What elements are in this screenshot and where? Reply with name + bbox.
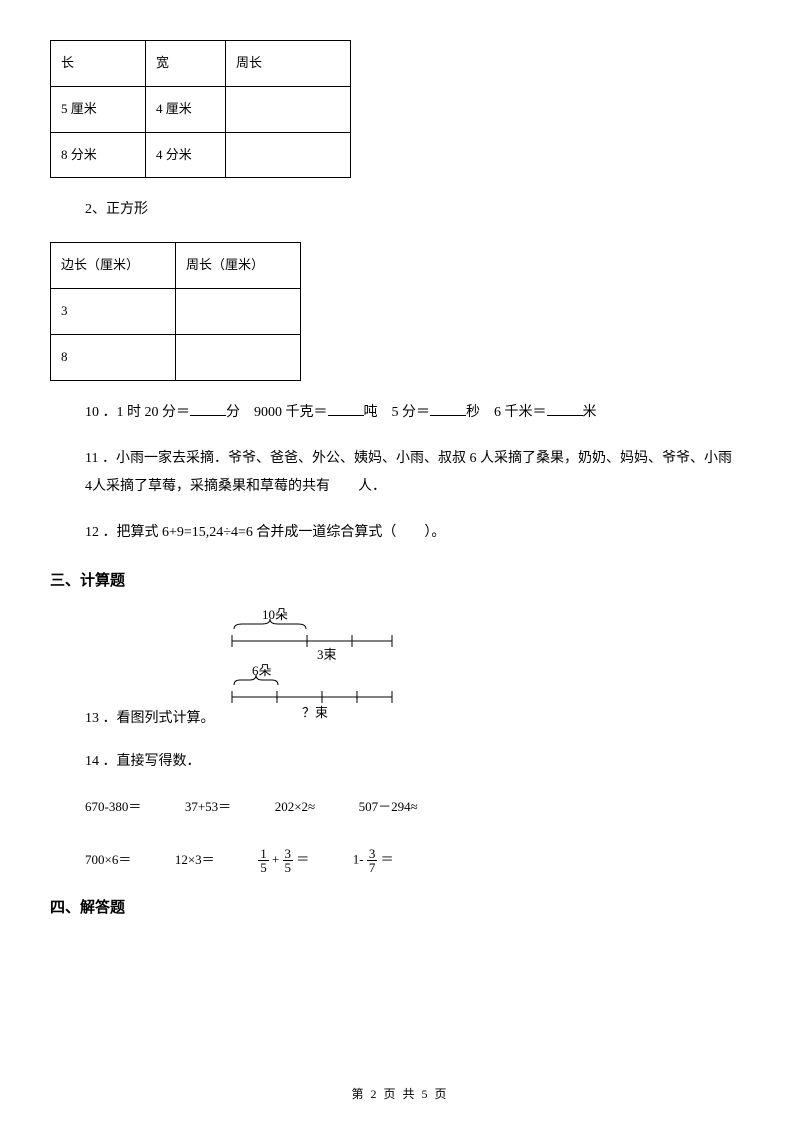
- cell: [226, 132, 351, 178]
- calc-item-fraction: 1 5 + 3 5 ＝: [258, 847, 309, 874]
- numerator: 3: [283, 847, 294, 861]
- table-row: 8 分米 4 分米: [51, 132, 351, 178]
- q10-text: 10 ．1 时 20 分＝: [85, 405, 190, 420]
- q11: 11 ．小雨一家去采摘．爷爷、爸爸、外公、姨妈、小雨、叔叔 6 人采摘了桑果，奶…: [85, 445, 740, 501]
- calc-item: 670-380＝: [85, 797, 141, 818]
- cell: [176, 289, 301, 335]
- section-4-title: 四、解答题: [50, 896, 750, 920]
- q13-label: 13 ．看图列式计算。: [85, 711, 215, 726]
- calc-item: 37+53＝: [185, 797, 231, 818]
- table-row: 8: [51, 334, 301, 380]
- cell: 4 厘米: [146, 86, 226, 132]
- calc-item-fraction: 1- 3 7 ＝: [353, 847, 394, 874]
- denominator: 5: [258, 861, 269, 874]
- diagram-figure: 10朵 3束 6朵 ？束: [222, 607, 412, 730]
- cell: 5 厘米: [51, 86, 146, 132]
- eq: ＝: [296, 851, 309, 866]
- cell-header-width: 宽: [146, 41, 226, 87]
- calc-row-2: 700×6＝ 12×3＝ 1 5 + 3 5 ＝ 1- 3 7 ＝: [85, 847, 750, 874]
- rectangle-table: 长 宽 周长 5 厘米 4 厘米 8 分米 4 分米: [50, 40, 351, 178]
- cell-header-length: 长: [51, 41, 146, 87]
- denominator: 7: [367, 861, 378, 874]
- blank: [328, 402, 364, 416]
- blank: [547, 402, 583, 416]
- table-row: 5 厘米 4 厘米: [51, 86, 351, 132]
- numerator: 1: [258, 847, 269, 861]
- q10-text: 吨 5 分＝: [364, 405, 431, 420]
- section-3-title: 三、计算题: [50, 569, 750, 593]
- blank: [430, 402, 466, 416]
- cell: [176, 334, 301, 380]
- q12: 12 ．把算式 6+9=15,24÷4=6 合并成一道综合算式（ ）。: [85, 519, 750, 547]
- cell: 8: [51, 334, 176, 380]
- fig-mid-right: 3束: [317, 647, 337, 662]
- calc-item: 202×2≈: [275, 797, 315, 818]
- q13-row: 13 ．看图列式计算。 10朵 3束 6朵 ？束: [85, 607, 750, 730]
- cell: 3: [51, 289, 176, 335]
- calc-row-1: 670-380＝ 37+53＝ 202×2≈ 507－294≈: [85, 796, 750, 818]
- cell: 8 分米: [51, 132, 146, 178]
- fraction: 1 5: [258, 847, 269, 874]
- fig-top-label: 10朵: [262, 607, 288, 622]
- fraction: 3 7: [367, 847, 378, 874]
- q10-text: 米: [583, 405, 597, 420]
- fig-bottom-right: ？束: [302, 705, 328, 720]
- calc-item: 700×6＝: [85, 850, 131, 871]
- q2-label: 2、正方形: [85, 196, 750, 224]
- cell-header-perimeter: 周长: [226, 41, 351, 87]
- table-row: 3: [51, 289, 301, 335]
- cell-header-perimeter: 周长（厘米）: [176, 243, 301, 289]
- table-row: 长 宽 周长: [51, 41, 351, 87]
- pre: 1-: [353, 851, 364, 866]
- table-row: 边长（厘米） 周长（厘米）: [51, 243, 301, 289]
- q10-text: 秒 6 千米＝: [466, 405, 547, 420]
- eq: ＝: [381, 851, 394, 866]
- cell-header-side: 边长（厘米）: [51, 243, 176, 289]
- cell: [226, 86, 351, 132]
- fig-bottom-label: 6朵: [252, 663, 272, 678]
- page-footer: 第 2 页 共 5 页: [0, 1085, 800, 1104]
- op: +: [272, 851, 279, 866]
- denominator: 5: [283, 861, 294, 874]
- q10: 10 ．1 时 20 分＝ 分 9000 千克＝ 吨 5 分＝ 秒 6 千米＝ 米: [85, 399, 750, 427]
- cell: 4 分米: [146, 132, 226, 178]
- calc-item: 507－294≈: [359, 797, 418, 818]
- fraction: 3 5: [283, 847, 294, 874]
- calc-item: 12×3＝: [175, 850, 215, 871]
- numerator: 3: [367, 847, 378, 861]
- q14: 14 ．直接写得数．: [85, 748, 750, 776]
- q10-text: 分 9000 千克＝: [226, 405, 328, 420]
- square-table: 边长（厘米） 周长（厘米） 3 8: [50, 242, 301, 380]
- blank: [190, 402, 226, 416]
